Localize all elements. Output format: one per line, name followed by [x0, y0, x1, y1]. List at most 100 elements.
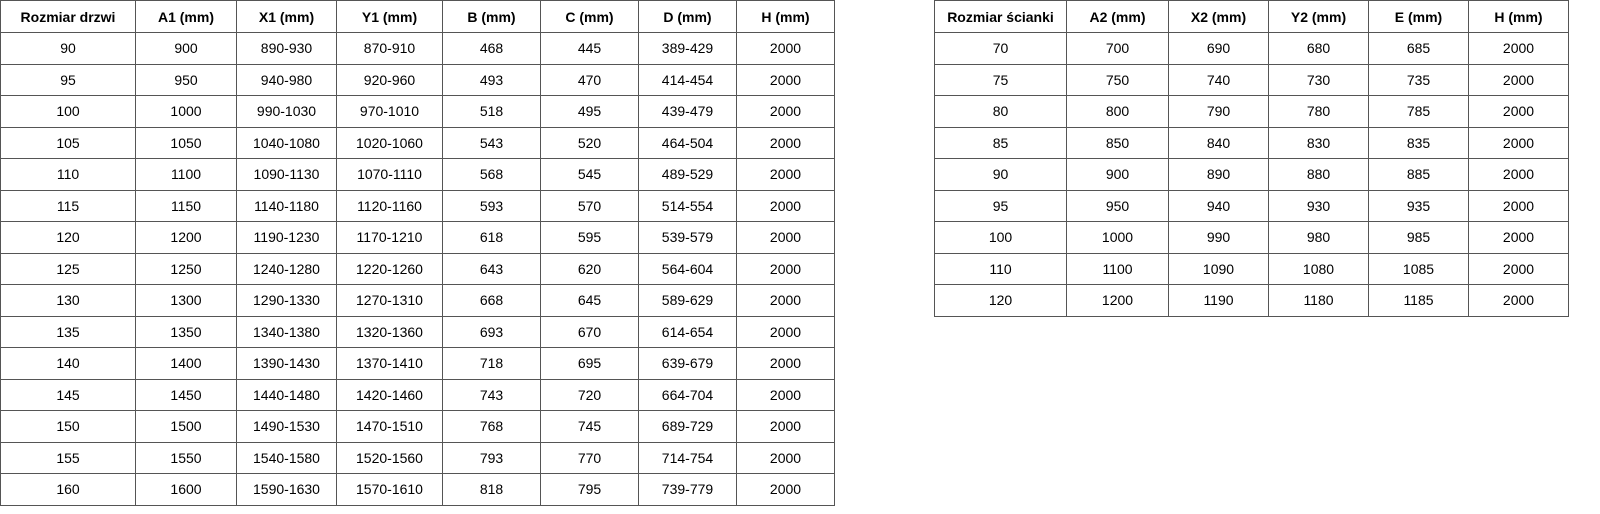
table-cell: 80	[934, 95, 1067, 128]
table-cell: 414-454	[638, 63, 737, 96]
table-cell: 735	[1368, 63, 1469, 96]
table-cell: 2000	[1468, 284, 1569, 317]
table-cell: 1440-1480	[236, 378, 337, 411]
table-cell: 1420-1460	[336, 378, 443, 411]
table-cell: 730	[1268, 63, 1369, 96]
table-cell: 150	[0, 410, 136, 443]
table-cell: 2000	[736, 284, 835, 317]
table-cell: 520	[540, 126, 639, 159]
table-cell: 870-910	[336, 32, 443, 65]
table-cell: 890	[1168, 158, 1269, 191]
table-cell: 980	[1268, 221, 1369, 254]
table-cell: 1270-1310	[336, 284, 443, 317]
table-cell: 1570-1610	[336, 473, 443, 506]
table-cell: 2000	[736, 63, 835, 96]
table-cell: 745	[540, 410, 639, 443]
table-cell: 1080	[1268, 252, 1369, 285]
table-cell: 720	[540, 378, 639, 411]
table-cell: 593	[442, 189, 541, 222]
table-cell: 718	[442, 347, 541, 380]
table-cell: 2000	[1468, 221, 1569, 254]
table-cell: 2000	[736, 473, 835, 506]
table-cell: 885	[1368, 158, 1469, 191]
table-cell: 750	[1066, 63, 1169, 96]
table-cell: 1470-1510	[336, 410, 443, 443]
table-row: 120 1200 1190-1230 1170-1210 618 595 539-579 20…	[0, 221, 835, 254]
table-row: 100 1000 990 980 985 2000	[934, 221, 1569, 254]
column-header: E (mm)	[1368, 0, 1469, 33]
table-cell: 1090	[1168, 252, 1269, 285]
table-row: 90 900 890-930 870-910 468 445 389-429 2000	[0, 32, 835, 65]
table-cell: 514-554	[638, 189, 737, 222]
table-cell: 1100	[1066, 252, 1169, 285]
table-cell: 639-679	[638, 347, 737, 380]
table-cell: 1200	[1066, 284, 1169, 317]
table-cell: 493	[442, 63, 541, 96]
table-cell: 2000	[736, 158, 835, 191]
table-cell: 468	[442, 32, 541, 65]
column-header: X1 (mm)	[236, 0, 337, 33]
table-cell: 1290-1330	[236, 284, 337, 317]
table-cell: 1220-1260	[336, 252, 443, 285]
table-cell: 840	[1168, 126, 1269, 159]
table-row: 135 1350 1340-1380 1320-1360 693 670 614-654 20…	[0, 315, 835, 348]
column-header: Rozmiar ścianki	[934, 0, 1067, 33]
table-cell: 1050	[135, 126, 237, 159]
table-cell: 990-1030	[236, 95, 337, 128]
table-cell: 664-704	[638, 378, 737, 411]
table-cell: 90	[0, 32, 136, 65]
table-cell: 115	[0, 189, 136, 222]
table-cell: 2000	[736, 126, 835, 159]
table-cell: 743	[442, 378, 541, 411]
table-cell: 1370-1410	[336, 347, 443, 380]
table-cell: 1070-1110	[336, 158, 443, 191]
table-cell: 135	[0, 315, 136, 348]
table-cell: 145	[0, 378, 136, 411]
table-cell: 2000	[736, 378, 835, 411]
table-cell: 740	[1168, 63, 1269, 96]
table-cell: 1340-1380	[236, 315, 337, 348]
table-cell: 880	[1268, 158, 1369, 191]
column-header: H (mm)	[1468, 0, 1569, 33]
table-cell: 140	[0, 347, 136, 380]
table-row: 150 1500 1490-1530 1470-1510 768 745 689-729 20…	[0, 410, 835, 443]
table-cell: 1390-1430	[236, 347, 337, 380]
table-cell: 110	[934, 252, 1067, 285]
table-cell: 589-629	[638, 284, 737, 317]
table-cell: 2000	[736, 221, 835, 254]
table-cell: 1180	[1268, 284, 1369, 317]
table-row: 140 1400 1390-1430 1370-1410 718 695 639-679 20…	[0, 347, 835, 380]
table-cell: 800	[1066, 95, 1169, 128]
table-cell: 2000	[1468, 126, 1569, 159]
table-cell: 695	[540, 347, 639, 380]
table-cell: 818	[442, 473, 541, 506]
table-cell: 1320-1360	[336, 315, 443, 348]
column-header: D (mm)	[638, 0, 737, 33]
table-row: 80 800 790 780 785 2000	[934, 95, 1569, 128]
table-cell: 950	[1066, 189, 1169, 222]
table-cell: 75	[934, 63, 1067, 96]
table-cell: 125	[0, 252, 136, 285]
table-cell: 835	[1368, 126, 1469, 159]
wall-size-table: Rozmiar ścianki A2 (mm) X2 (mm) Y2 (mm) E (m…	[934, 0, 1569, 317]
table-cell: 685	[1368, 32, 1469, 65]
table-row: 110 1100 1090 1080 1085 2000	[934, 252, 1569, 285]
table-cell: 489-529	[638, 158, 737, 191]
table-cell: 389-429	[638, 32, 737, 65]
table-cell: 545	[540, 158, 639, 191]
column-header: B (mm)	[442, 0, 541, 33]
table-row: 160 1600 1590-1630 1570-1610 818 795 739-779 20…	[0, 473, 835, 506]
table-cell: 1000	[135, 95, 237, 128]
column-header: A1 (mm)	[135, 0, 237, 33]
table-row: 95 950 940 930 935 2000	[934, 189, 1569, 222]
header-row: Rozmiar ścianki A2 (mm) X2 (mm) Y2 (mm) E (m…	[934, 0, 1569, 33]
table-cell: 543	[442, 126, 541, 159]
table-cell: 110	[0, 158, 136, 191]
table-cell: 900	[1066, 158, 1169, 191]
table-row: 70 700 690 680 685 2000	[934, 32, 1569, 65]
table-cell: 1000	[1066, 221, 1169, 254]
table-cell: 940-980	[236, 63, 337, 96]
table-cell: 1040-1080	[236, 126, 337, 159]
table-cell: 614-654	[638, 315, 737, 348]
table-cell: 1540-1580	[236, 441, 337, 474]
